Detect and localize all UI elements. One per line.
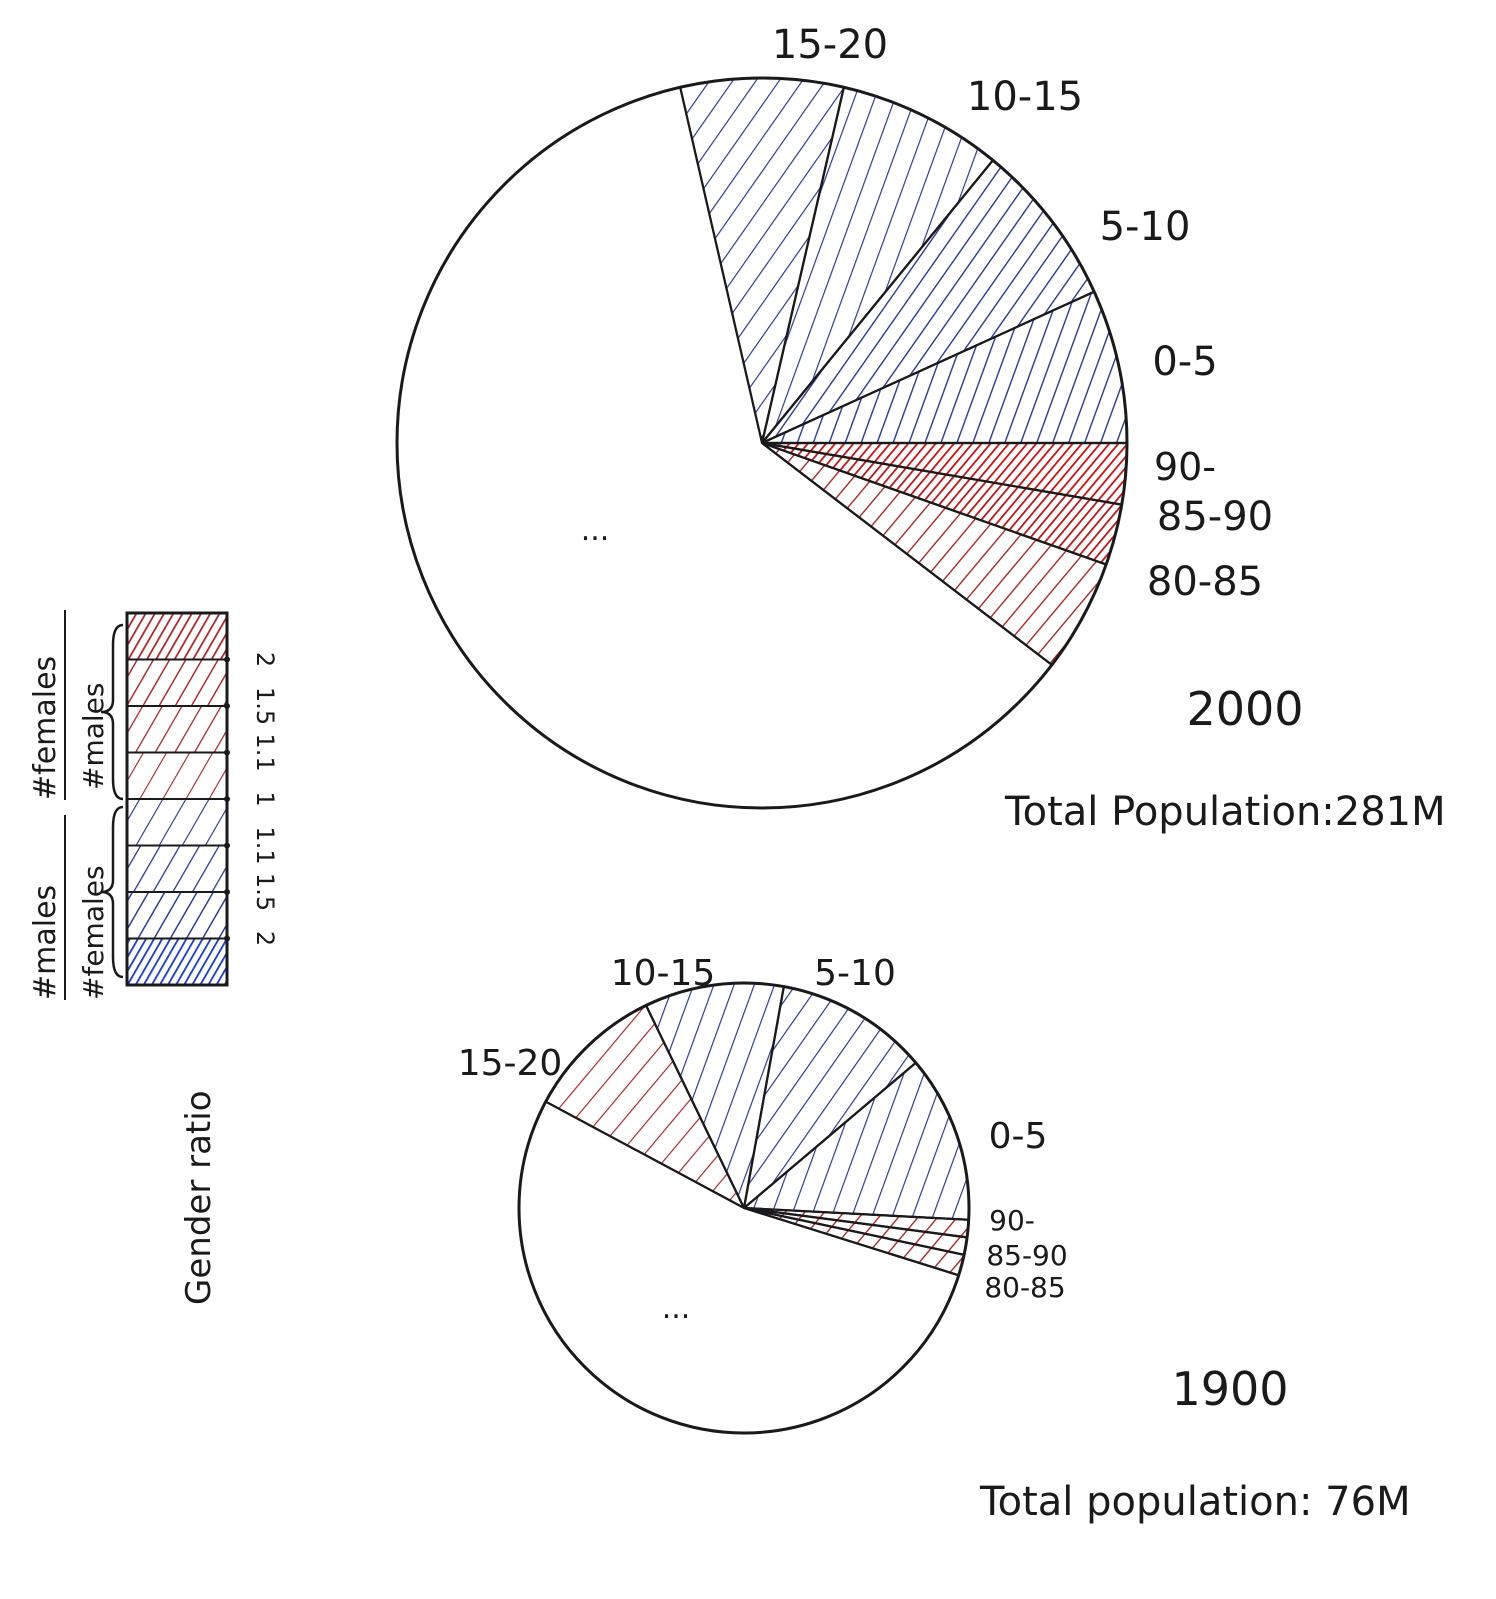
slice-label-0-5: 0-5 (989, 1116, 1048, 1157)
total-population-1900: Total population: 76M (979, 1479, 1411, 1525)
legend-swatch (126, 751, 228, 800)
legend-brace (100, 805, 124, 979)
pie-outline (395, 76, 1129, 810)
total-population-2000: Total Population:281M (1004, 789, 1446, 835)
legend-frame (125, 611, 229, 987)
ellipsis-label: ... (662, 1291, 691, 1326)
year-1900-label: 1900 (1171, 1362, 1288, 1416)
female-ratio-numerator: #females (28, 656, 63, 800)
slice-label-10-15: 10-15 (967, 74, 1083, 120)
slice-label-90-: 90- (989, 1204, 1035, 1237)
slice-label-80-85: 80-85 (1147, 559, 1263, 605)
legend-tick-label: 1.1 (251, 826, 279, 864)
legend-tick-label: 2 (251, 931, 279, 946)
slice-label-85-90: 85-90 (986, 1239, 1067, 1272)
legend-swatch (126, 612, 228, 661)
legend-tick-label: 1.5 (251, 873, 279, 911)
legend-swatch (126, 844, 228, 893)
pie-chart-2000: 15-20 10-15 5-10 0-5 90- 85-90 80-85... (395, 22, 1273, 810)
slice-label-5-10: 5-10 (1100, 204, 1191, 250)
legend-swatch (126, 891, 228, 940)
slice-label-10-15: 10-15 (611, 953, 716, 994)
legend-tick-label: 1 (251, 791, 279, 806)
male-ratio-denominator: #females (77, 865, 110, 1000)
legend-swatch (126, 798, 228, 847)
legend-brace (100, 623, 124, 801)
pie-outline (517, 981, 971, 1435)
slice-label-80-85: 80-85 (984, 1271, 1065, 1304)
pie-chart-1900: 10-15 5-10 15-20 0-5 90-85-9080-85... (458, 953, 1068, 1435)
legend-swatch (126, 937, 228, 986)
year-2000-label: 2000 (1186, 682, 1303, 736)
slice-label-90-: 90- (1154, 445, 1216, 489)
slice-label-15-20: 15-20 (772, 22, 888, 68)
gender-ratio-legend: 2 1.5 1.1 1 1.1 1.5 2 (100, 611, 279, 987)
legend-tick-label: 1.5 (251, 687, 279, 725)
female-ratio-fraction: #females #males (28, 610, 110, 800)
slice-label-15-20: 15-20 (458, 1043, 563, 1084)
male-ratio-numerator: #males (28, 885, 63, 1000)
legend-tick-label: 2 (251, 652, 279, 667)
legend-swatch (126, 705, 228, 754)
legend-title: Gender ratio (179, 1091, 219, 1306)
ellipsis-label: ... (581, 513, 610, 548)
female-ratio-denominator: #males (77, 683, 110, 791)
slice-label-85-90: 85-90 (1157, 494, 1273, 540)
slice-label-0-5: 0-5 (1152, 339, 1217, 385)
legend-swatch (126, 658, 228, 707)
legend-tick-label: 1.1 (251, 733, 279, 771)
male-ratio-fraction: #males #females (28, 815, 110, 1000)
slice-label-5-10: 5-10 (814, 953, 896, 994)
